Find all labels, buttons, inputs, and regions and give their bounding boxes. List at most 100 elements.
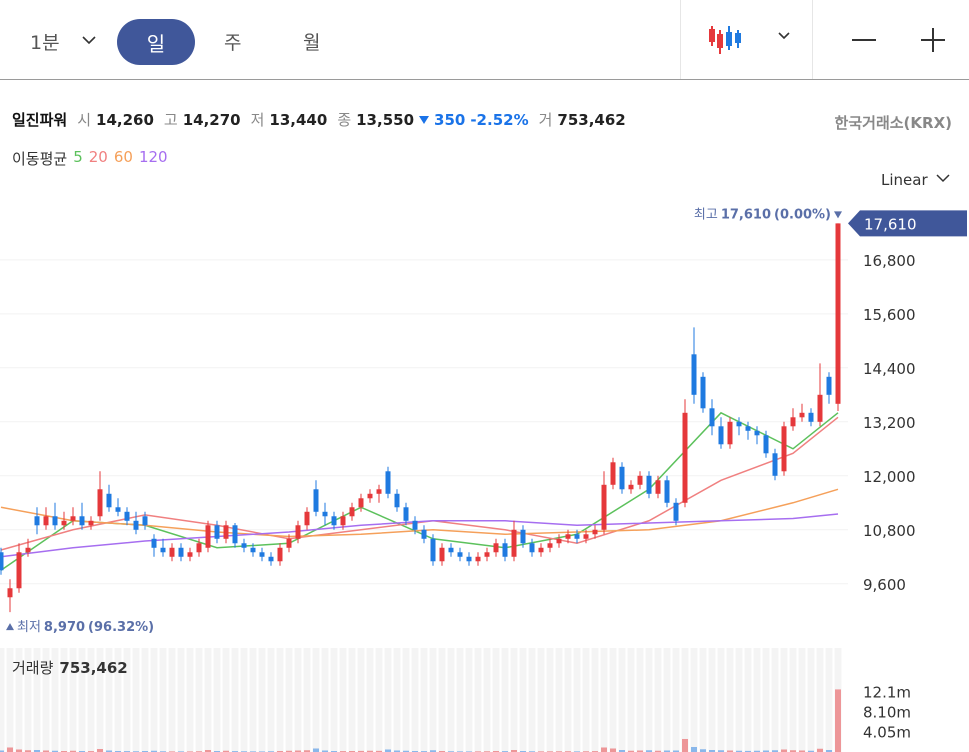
candle-body bbox=[556, 538, 562, 544]
value: 13,550 bbox=[356, 111, 415, 129]
volume-column bbox=[645, 648, 653, 752]
stock-name: 일진파워 bbox=[12, 111, 68, 129]
volume-bar bbox=[367, 750, 373, 752]
low-marker-2: (96.32%) bbox=[88, 620, 154, 635]
candle-body bbox=[835, 223, 841, 404]
volume-column bbox=[321, 648, 329, 752]
candle-body bbox=[322, 511, 328, 517]
candle-body bbox=[538, 547, 544, 553]
candle-body bbox=[70, 516, 76, 521]
low-marker-0: 최저 bbox=[17, 620, 41, 635]
volume-bar bbox=[97, 748, 103, 752]
y-tick-label: 12,000 bbox=[863, 468, 916, 486]
volume-bar bbox=[610, 748, 616, 752]
volume-column bbox=[798, 648, 806, 752]
volume-column bbox=[6, 648, 14, 752]
ma-legend-item[interactable]: 120 bbox=[138, 148, 168, 166]
volume-bar bbox=[34, 749, 40, 752]
ma-legend-item[interactable]: 20 bbox=[88, 148, 108, 166]
volume-column bbox=[141, 648, 149, 752]
candle-body bbox=[151, 538, 157, 548]
high-arrow bbox=[834, 211, 842, 219]
volume-column bbox=[402, 648, 410, 752]
scale-mode[interactable]: Linear bbox=[881, 171, 928, 189]
candle-body bbox=[493, 543, 499, 553]
low-arrow bbox=[6, 623, 14, 631]
volume-tick-label: 8.10m bbox=[863, 703, 911, 721]
volume-bar bbox=[70, 750, 76, 752]
volume-bar bbox=[673, 750, 679, 752]
volume-column bbox=[51, 648, 59, 752]
interval[interactable]: 1분 bbox=[30, 32, 60, 54]
volume-label: 거래량 bbox=[12, 659, 54, 677]
volume-column bbox=[591, 648, 599, 752]
tab-month[interactable]: 월 bbox=[303, 32, 321, 54]
interval-chevron[interactable] bbox=[82, 36, 96, 45]
volume-column bbox=[168, 648, 176, 752]
volume-bar bbox=[637, 750, 643, 752]
volume-column bbox=[366, 648, 374, 752]
volume-column bbox=[726, 648, 734, 752]
candle-body bbox=[682, 412, 688, 503]
volume-column bbox=[771, 648, 779, 752]
volume-bar bbox=[106, 750, 112, 752]
candle-body bbox=[421, 529, 427, 539]
volume-column bbox=[672, 648, 680, 752]
candle-body bbox=[412, 520, 418, 530]
tab-day[interactable]: 일 bbox=[117, 19, 195, 65]
volume-column bbox=[132, 648, 140, 752]
volume-bar bbox=[358, 750, 364, 752]
candle-body bbox=[367, 493, 373, 499]
volume-column bbox=[78, 648, 86, 752]
candle-body bbox=[295, 525, 301, 539]
volume-column bbox=[447, 648, 455, 752]
ma-legend: 이동평균 5 20 60 120 bbox=[12, 148, 168, 169]
volume-column bbox=[717, 648, 725, 752]
volume-column bbox=[708, 648, 716, 752]
value: 14,260 bbox=[96, 111, 154, 129]
change: 350 bbox=[434, 111, 466, 129]
volume-column bbox=[573, 648, 581, 752]
volume-bar bbox=[43, 750, 49, 752]
volume-column bbox=[87, 648, 95, 752]
volume-bar bbox=[304, 750, 310, 752]
candle-body bbox=[115, 507, 121, 512]
candle-body bbox=[700, 376, 706, 409]
volume-column bbox=[636, 648, 644, 752]
volume-column bbox=[330, 648, 338, 752]
candle-body bbox=[448, 547, 454, 553]
candle-body bbox=[124, 511, 130, 521]
candle-body bbox=[736, 421, 742, 427]
ma-legend-item[interactable]: 60 bbox=[113, 148, 133, 166]
y-tick-label: 13,200 bbox=[863, 414, 916, 432]
candle-body bbox=[250, 547, 256, 553]
volume-column bbox=[96, 648, 104, 752]
chart-type-icon[interactable] bbox=[709, 26, 741, 54]
volume-column bbox=[609, 648, 617, 752]
tab-week[interactable]: 주 bbox=[224, 32, 242, 54]
candle-body bbox=[106, 493, 112, 508]
volume-bar bbox=[736, 750, 742, 752]
volume-column bbox=[555, 648, 563, 752]
candle-body bbox=[160, 547, 166, 553]
volume-bar bbox=[79, 750, 85, 752]
zoom-in[interactable] bbox=[921, 28, 945, 52]
volume-column bbox=[24, 648, 32, 752]
candle-body bbox=[799, 412, 805, 418]
volume-bar bbox=[754, 750, 760, 752]
volume-column bbox=[492, 648, 500, 752]
candle-body bbox=[241, 543, 247, 548]
volume-bar bbox=[385, 749, 391, 752]
scale-chevron[interactable] bbox=[936, 174, 950, 183]
volume-column bbox=[465, 648, 473, 752]
label: 시 bbox=[77, 111, 92, 129]
chart-type-chevron[interactable] bbox=[778, 32, 790, 40]
volume-bar bbox=[727, 750, 733, 752]
volume-column bbox=[276, 648, 284, 752]
ma-legend-item[interactable]: 5 bbox=[73, 148, 83, 166]
candle-body bbox=[466, 556, 472, 562]
high-marker: 최고 17,610 (0.00%) bbox=[694, 207, 831, 222]
candle-body bbox=[619, 466, 625, 490]
volume-background bbox=[0, 648, 842, 752]
